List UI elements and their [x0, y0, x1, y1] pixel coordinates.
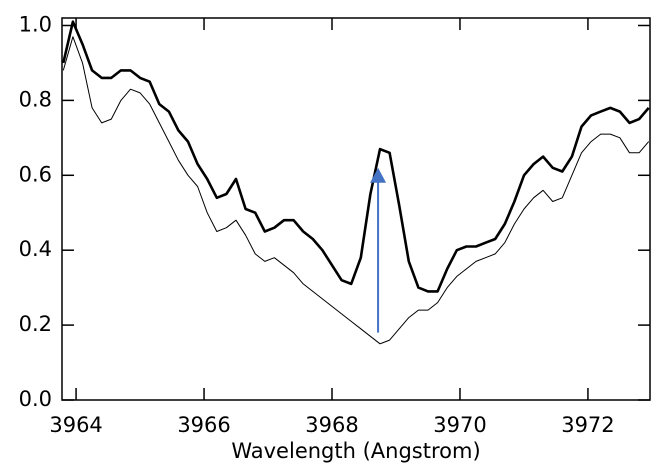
y-tick-label: 0.8 — [19, 87, 52, 111]
x-tick-label: 3970 — [433, 413, 486, 437]
spectrum-line — [62, 36, 650, 345]
arrow-head — [370, 167, 387, 183]
y-tick-label: 0.6 — [19, 162, 52, 186]
y-tick-label: 0.2 — [19, 312, 52, 336]
x-tick-label: 3972 — [561, 413, 614, 437]
x-axis-title: Wavelength (Angstrom) — [231, 439, 480, 463]
x-tick-label: 3964 — [49, 413, 102, 437]
y-tick-label: 0.4 — [19, 237, 52, 261]
x-tick-label: 3966 — [177, 413, 230, 437]
spectrum-line — [62, 20, 650, 293]
y-tick-label: 1.0 — [19, 12, 52, 36]
plot-frame — [61, 17, 651, 401]
x-tick-label: 3968 — [305, 413, 358, 437]
y-tick-label: 0.0 — [19, 387, 52, 411]
